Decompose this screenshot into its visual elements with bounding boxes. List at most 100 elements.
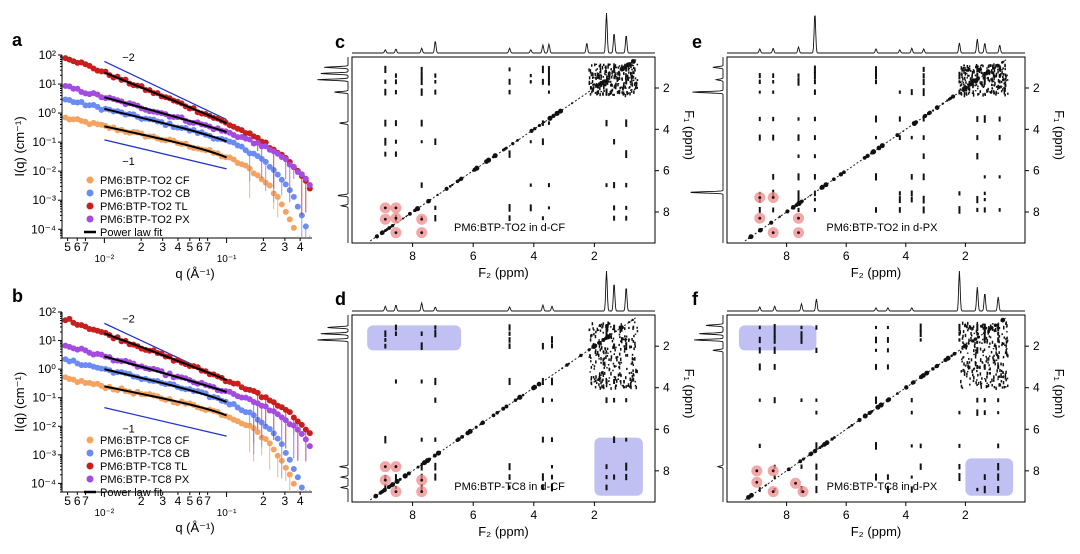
cross-peak (773, 346, 776, 354)
cross-peak (967, 86, 969, 89)
cross-peak (974, 341, 976, 345)
cross-peak (910, 398, 913, 403)
cross-peak (590, 74, 593, 77)
power-law-fit-line (104, 332, 227, 381)
cross-peak (605, 79, 608, 85)
cross-peak (961, 386, 964, 389)
cross-peak (797, 117, 800, 121)
cross-peak (598, 75, 600, 79)
diagonal-peak (976, 335, 981, 339)
cross-peak (976, 379, 978, 381)
x-tick-label: 3 (159, 494, 166, 508)
cross-peak (631, 89, 633, 91)
legend-entry: Power law fit (100, 487, 162, 499)
diagonal-peak (988, 327, 992, 331)
x-axis-label: F₂ (ppm) (851, 265, 902, 280)
cross-peak (898, 191, 901, 196)
cross-peak (980, 383, 982, 386)
cross-peak (977, 381, 980, 384)
cross-peak (598, 383, 600, 386)
y-axis-label: F₁ (ppm) (1052, 110, 1067, 160)
cross-peak (961, 76, 964, 79)
cross-peak (982, 362, 984, 364)
diagonal-peak (598, 340, 602, 345)
series-pm6-btp-to2-cb (62, 96, 311, 238)
cross-peak (384, 435, 387, 444)
diagonal-peak (962, 87, 966, 91)
panel-caption: PM6:BTP-TC8 in d-PX (827, 481, 938, 493)
diagonal-peak (984, 71, 989, 76)
x-tick-label: 6 (843, 249, 850, 263)
x-tick-label: 2 (962, 508, 969, 522)
cross-peak (1006, 353, 1008, 357)
cross-peak (772, 116, 775, 122)
cross-peak (797, 154, 800, 158)
cross-peak (993, 84, 996, 87)
cross-peak (597, 90, 600, 93)
legend-entry: PM6:BTP-TO2 CB (100, 188, 190, 200)
cross-peak (1004, 83, 1007, 88)
cross-peak (420, 462, 423, 471)
cross-peak (607, 321, 609, 325)
data-point (230, 400, 237, 407)
cross-peak (983, 175, 986, 179)
cross-peak (550, 377, 553, 386)
cross-peak (979, 372, 982, 376)
diagonal-peak (818, 446, 822, 450)
cross-peak (1002, 380, 1005, 385)
diagonal-peak (436, 193, 439, 197)
cross-peak (990, 78, 992, 81)
cross-peak (630, 385, 632, 390)
cross-peak (632, 76, 634, 79)
diagonal-peak (401, 217, 404, 220)
panel-label-e: e (692, 32, 702, 52)
cross-peak (967, 83, 970, 87)
cross-peak (993, 74, 996, 78)
cross-peak (973, 367, 976, 370)
cross-peak (758, 73, 761, 79)
diagonal-peak (373, 493, 379, 499)
cross-peak (1005, 348, 1007, 353)
cross-peak (508, 377, 511, 386)
cross-peak (971, 327, 973, 331)
data-point (302, 436, 309, 443)
cross-peak (978, 78, 980, 81)
slope-guide-line (104, 60, 227, 121)
highlight-circle-center (420, 217, 424, 221)
cross-peak (605, 70, 608, 74)
cross-peak (606, 81, 609, 85)
cross-peak (1005, 344, 1007, 348)
cross-peak (997, 79, 1000, 83)
cross-peak (605, 379, 608, 384)
cross-peak (968, 87, 971, 91)
diagonal-peak (606, 77, 609, 81)
cross-peak (609, 92, 612, 95)
cross-peak (605, 484, 608, 491)
cross-peak (987, 383, 990, 388)
cross-peak (983, 197, 986, 202)
cross-peak (589, 338, 592, 342)
cross-peak (529, 140, 532, 144)
cross-peak (620, 383, 622, 385)
cross-peak (420, 331, 423, 336)
cross-peak (983, 84, 985, 88)
cross-peak (981, 377, 983, 380)
cross-peak (961, 337, 964, 340)
cross-peak (987, 77, 989, 81)
cross-peak (758, 116, 761, 122)
diagonal-peak (838, 172, 844, 177)
cross-peak (958, 463, 961, 470)
highlight-circle-center (383, 478, 387, 482)
diagonal-peak (758, 227, 763, 232)
cross-peak (995, 85, 998, 88)
cross-peak (605, 324, 607, 329)
cross-peak (550, 437, 553, 442)
y-tick-label: 10⁰ (38, 362, 56, 376)
cross-peak (922, 135, 925, 140)
x-axis-label: q (Å⁻¹) (175, 266, 214, 281)
cross-peak (631, 82, 633, 86)
diagonal-peak (962, 343, 968, 349)
cross-peak (627, 67, 630, 71)
cross-peak (623, 345, 625, 348)
x-tick-label: 3 (282, 240, 289, 254)
